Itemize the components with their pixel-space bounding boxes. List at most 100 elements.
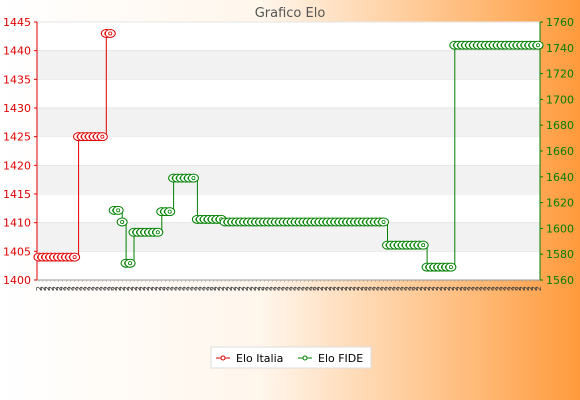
x-tick-label: 2	[94, 286, 103, 291]
y-right-tick-label: 1740	[546, 42, 574, 55]
x-tick-label: 2	[98, 286, 107, 291]
y-left-tick-label: 1415	[3, 188, 31, 201]
data-point-elo-fide	[164, 207, 176, 217]
x-tick-label: 2	[328, 286, 337, 291]
x-tick-label: 2	[308, 286, 317, 291]
x-tick-label: 2	[261, 286, 270, 291]
data-point-elo-fide	[378, 217, 390, 227]
grid-band	[37, 165, 540, 194]
x-tick-labels: 2222222222222222222222222222222222222222…	[35, 280, 543, 291]
x-tick-label: 2	[217, 286, 226, 291]
y-right-tick-label: 1680	[546, 119, 574, 132]
x-tick-label: 2	[257, 286, 266, 291]
x-tick-label: 2	[407, 286, 416, 291]
y-right-tick-label: 1580	[546, 248, 574, 261]
data-point-core-elo-fide	[116, 208, 121, 213]
x-tick-label: 2	[364, 286, 373, 291]
x-tick-label: 2	[83, 286, 92, 291]
x-tick-label: 2	[372, 286, 381, 291]
x-tick-label: 2	[39, 286, 48, 291]
data-point-elo-italia	[69, 252, 81, 262]
x-tick-label: 2	[316, 286, 325, 291]
x-tick-label: 2	[514, 286, 523, 291]
series-layer	[33, 28, 544, 272]
x-tick-label: 2	[197, 286, 206, 291]
x-tick-label: 2	[534, 286, 543, 291]
data-point-core-elo-fide	[448, 265, 453, 270]
x-tick-label: 2	[71, 286, 80, 291]
x-tick-label: 2	[336, 286, 345, 291]
data-point-core-elo-fide	[128, 261, 133, 266]
x-tick-label: 2	[368, 286, 377, 291]
x-tick-label: 2	[209, 286, 218, 291]
x-tick-label: 2	[67, 286, 76, 291]
x-tick-label: 2	[348, 286, 357, 291]
data-point-elo-fide	[112, 205, 124, 215]
x-tick-label: 2	[292, 286, 301, 291]
x-tick-label: 2	[526, 286, 535, 291]
y-left-tick-label: 1440	[3, 45, 31, 58]
x-tick-label: 2	[455, 286, 464, 291]
legend-marker-elo-fide	[302, 355, 308, 361]
x-tick-label: 2	[344, 286, 353, 291]
x-tick-label: 2	[55, 286, 64, 291]
x-tick-label: 2	[479, 286, 488, 291]
y-right-tick-label: 1720	[546, 68, 574, 81]
x-tick-label: 2	[502, 286, 511, 291]
x-tick-label: 2	[47, 286, 56, 291]
x-tick-label: 2	[447, 286, 456, 291]
x-tick-label: 2	[439, 286, 448, 291]
x-tick-label: 2	[490, 286, 499, 291]
x-tick-label: 2	[300, 286, 309, 291]
x-tick-label: 2	[296, 286, 305, 291]
x-tick-label: 2	[185, 286, 194, 291]
plot-bands	[37, 21, 540, 280]
x-tick-label: 2	[356, 286, 365, 291]
x-tick-label: 2	[63, 286, 72, 291]
y-right-tick-label: 1560	[546, 274, 574, 287]
y-left-tick-label: 1445	[3, 16, 31, 29]
axes: 1400 1405 1410 1415 1420 1425 1430 1435 1440 1445…	[3, 16, 574, 287]
grid-band	[37, 222, 540, 252]
x-tick-label: 2	[423, 286, 432, 291]
x-tick-label: 2	[384, 286, 393, 291]
x-tick-label: 2	[471, 286, 480, 291]
x-tick-label: 2	[391, 286, 400, 291]
data-point-core-elo-fide	[191, 176, 196, 181]
x-tick-label: 2	[399, 286, 408, 291]
x-tick-label: 2	[510, 286, 519, 291]
x-tick-label: 2	[253, 286, 262, 291]
x-tick-label: 2	[494, 286, 503, 291]
x-tick-label: 2	[102, 286, 111, 291]
legend-label-elo-fide: Elo FIDE	[318, 352, 363, 365]
x-tick-label: 2	[340, 286, 349, 291]
y-right-tick-label: 1640	[546, 171, 574, 184]
x-tick-label: 2	[324, 286, 333, 291]
data-point-core-elo-fide	[421, 243, 426, 248]
x-tick-label: 2	[360, 286, 369, 291]
x-tick-label: 2	[332, 286, 341, 291]
x-tick-label: 2	[459, 286, 468, 291]
x-tick-label: 2	[205, 286, 214, 291]
legend-box	[210, 346, 372, 369]
x-tick-label: 2	[380, 286, 389, 291]
x-tick-label: 2	[86, 286, 95, 291]
x-tick-label: 2	[110, 286, 119, 291]
x-tick-label: 2	[237, 286, 246, 291]
x-tick-label: 2	[126, 286, 135, 291]
x-tick-label: 2	[451, 286, 460, 291]
x-tick-label: 2	[225, 286, 234, 291]
x-tick-label: 2	[249, 286, 258, 291]
data-point-core-elo-italia	[108, 31, 113, 36]
x-tick-label: 2	[312, 286, 321, 291]
x-tick-label: 2	[395, 286, 404, 291]
y-right-tick-label: 1700	[546, 93, 574, 106]
y-right-tick-label: 1600	[546, 222, 574, 235]
data-point-elo-fide	[116, 217, 128, 227]
x-tick-label: 2	[229, 286, 238, 291]
x-tick-label: 2	[118, 286, 127, 291]
y-left-tick-label: 1430	[3, 102, 31, 115]
x-tick-label: 2	[146, 286, 155, 291]
data-point-core-elo-fide	[120, 219, 125, 224]
